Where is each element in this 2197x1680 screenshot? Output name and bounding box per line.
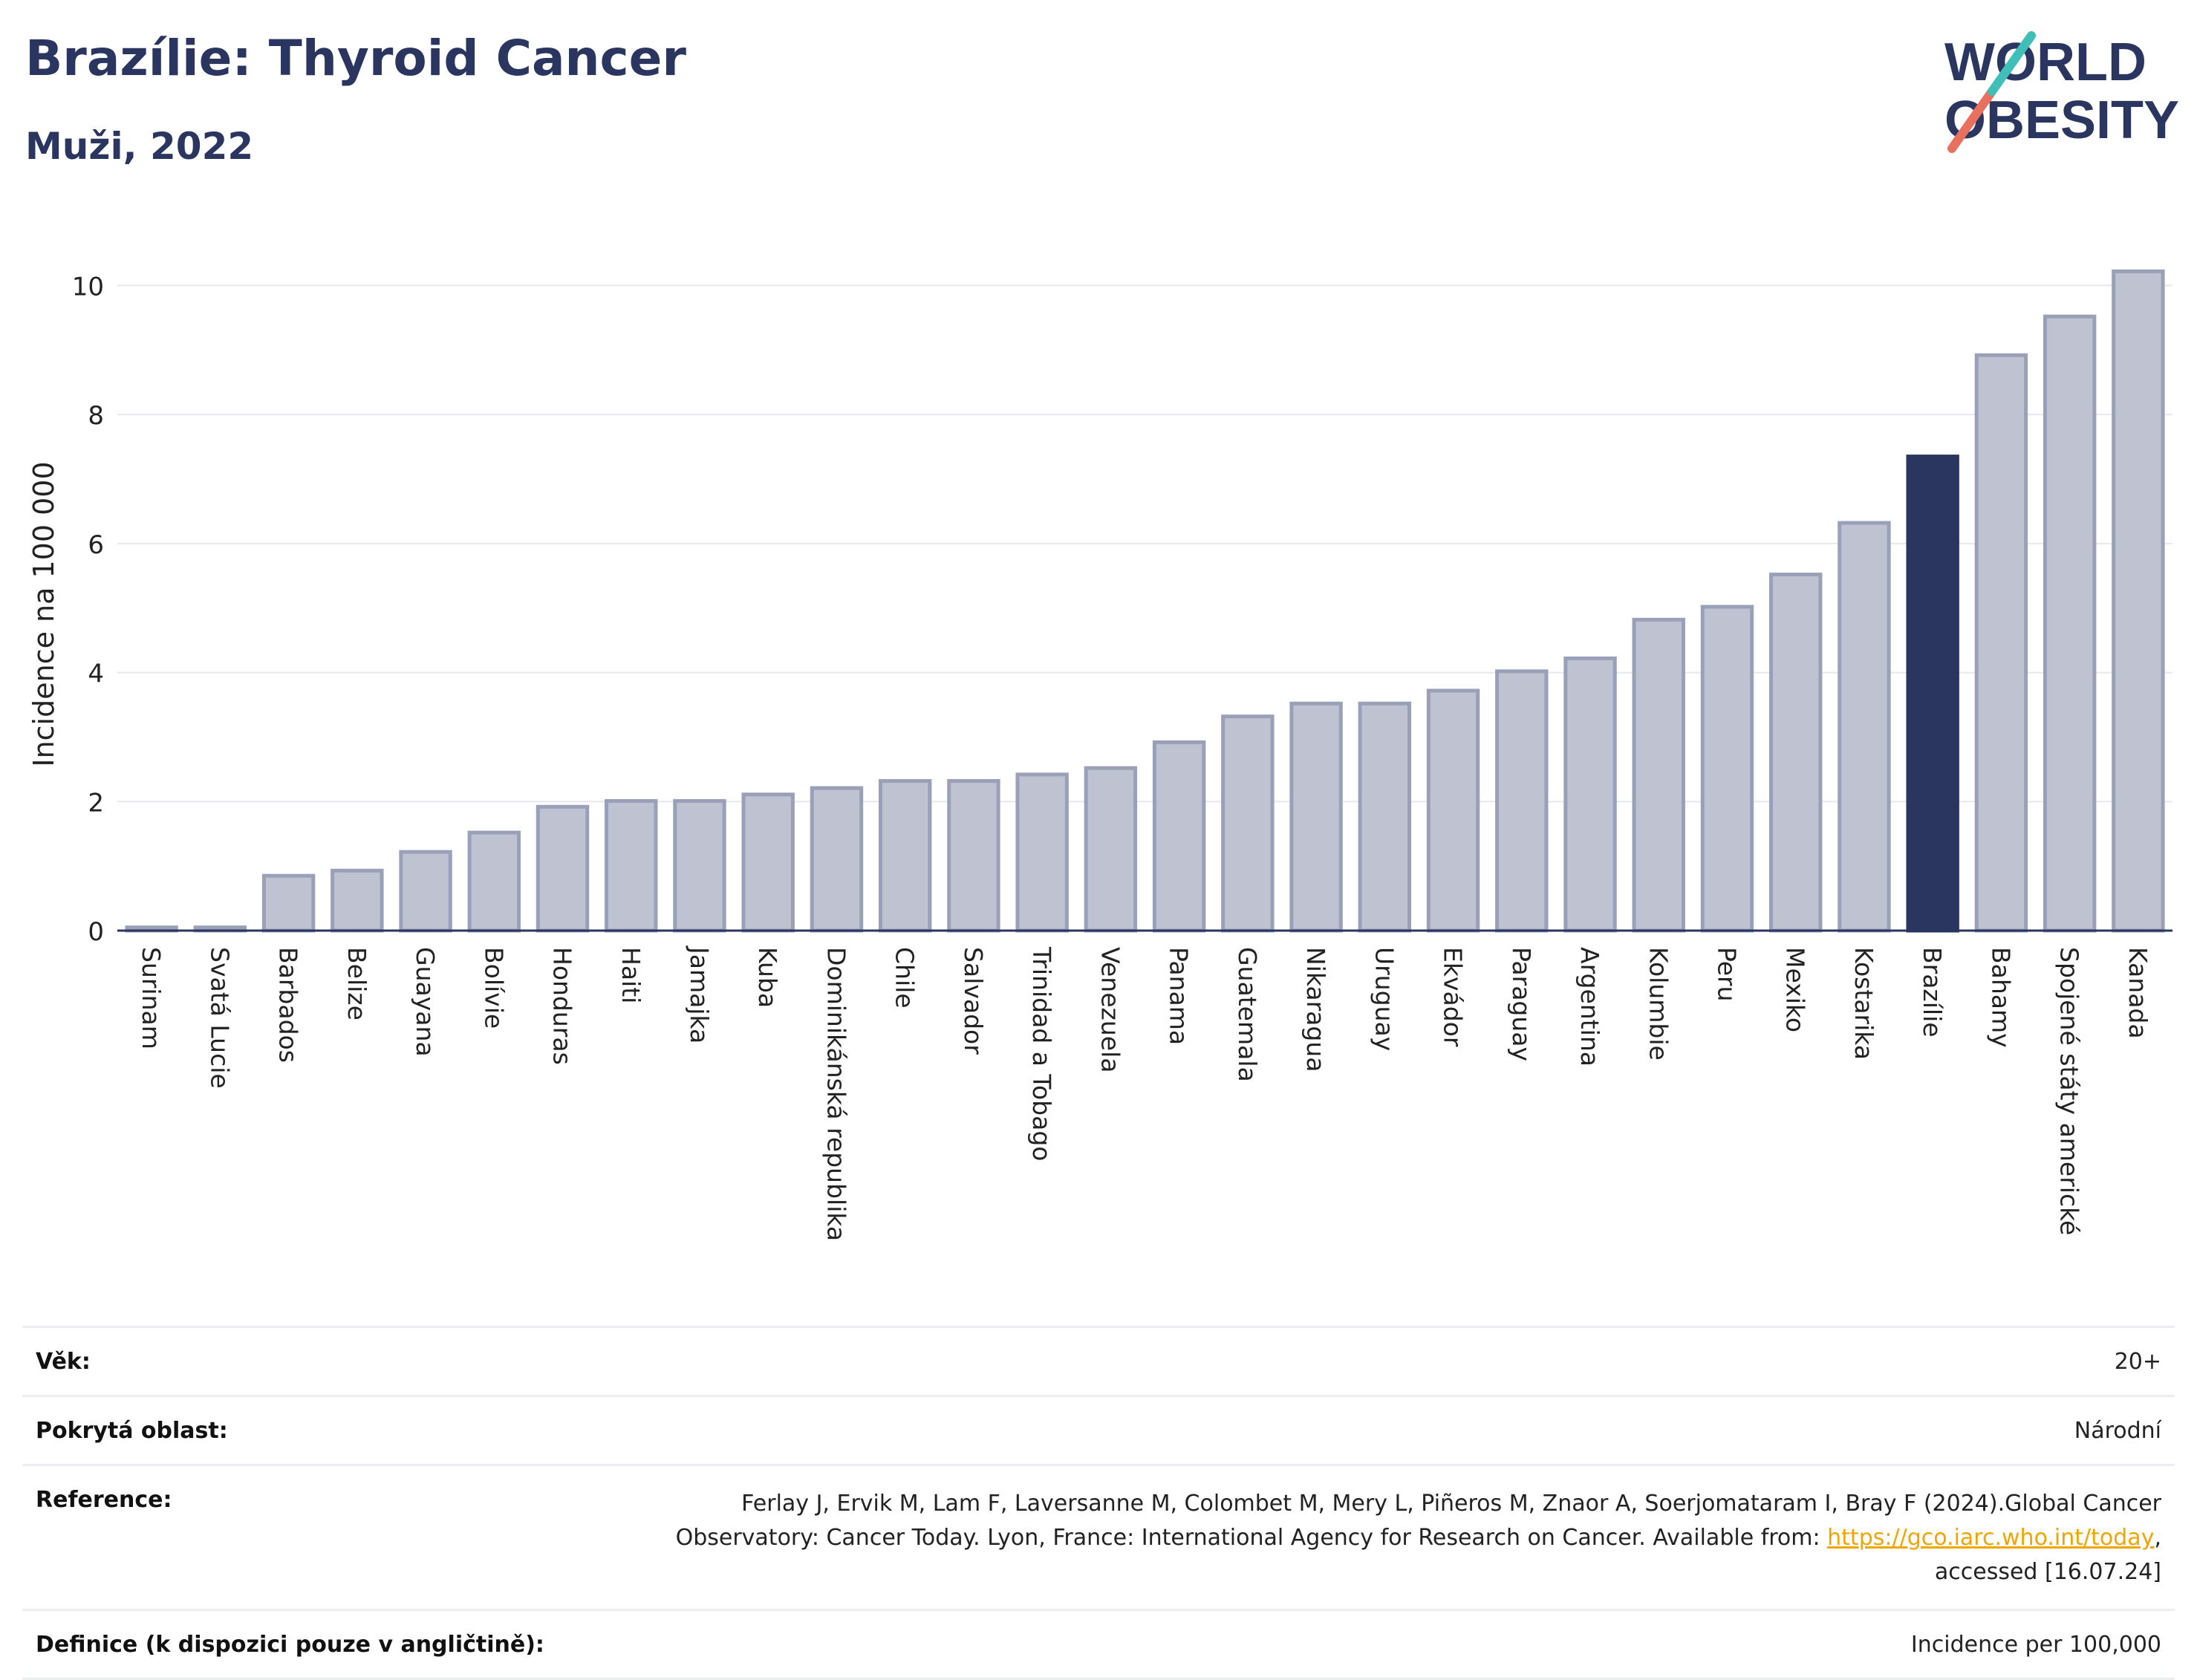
- world-obesity-logo: WORLD OBESITY: [1944, 31, 2179, 153]
- meta-definition-value: Incidence per 100,000: [1910, 1632, 2161, 1658]
- bar: [1906, 455, 1959, 933]
- svg-text:WORLD: WORLD: [1944, 33, 2146, 92]
- y-axis-title: Incidence na 100 000: [27, 461, 60, 766]
- bar: [1974, 353, 2028, 933]
- bar: [878, 778, 932, 933]
- x-axis-labels: Surinam Svatá Lucie Barbados Belize Guayana B…: [137, 945, 2152, 1241]
- x-tick-label: Guayana: [411, 947, 440, 1057]
- bar: [1495, 669, 1549, 933]
- bar: [1700, 605, 1754, 933]
- x-tick-label: Nikaragua: [1301, 947, 1330, 1072]
- y-tick-label: 6: [88, 530, 104, 560]
- meta-age-label: Věk:: [36, 1349, 91, 1375]
- x-tick-label: Dominikánská republika: [821, 947, 850, 1241]
- page-subtitle: Muži, 2022: [25, 125, 254, 168]
- page-title: Brazílie: Thyroid Cancer: [25, 30, 686, 87]
- y-axis-ticks: 0 2 4 6 8 10: [72, 272, 104, 947]
- y-tick-label: 0: [88, 917, 104, 947]
- bar: [673, 798, 726, 933]
- meta-reference-label: Reference:: [36, 1487, 172, 1513]
- bar: [810, 786, 864, 933]
- bar: [261, 873, 316, 933]
- x-tick-label: Kostarika: [1849, 947, 1878, 1060]
- meta-row-area: Pokrytá oblast: Národní: [22, 1395, 2175, 1464]
- bar: [1152, 740, 1206, 933]
- metadata-table: Věk: 20+ Pokrytá oblast: Národní Referen…: [22, 1326, 2175, 1680]
- bars: [125, 269, 2165, 933]
- meta-area-label: Pokrytá oblast:: [36, 1418, 228, 1444]
- x-tick-label: Venezuela: [1096, 947, 1124, 1072]
- x-tick-label: Spojené státy americké: [2055, 947, 2084, 1235]
- reference-link[interactable]: https://gco.iarc.who.int/today: [1827, 1525, 2155, 1551]
- bar: [331, 868, 384, 933]
- bar-chart: 0 2 4 6 8 10 Surinam Svatá Lucie Barbados Belize…: [27, 269, 2172, 1241]
- x-tick-label: Uruguay: [1370, 947, 1399, 1051]
- bar: [1084, 766, 1138, 933]
- bar: [1015, 772, 1069, 933]
- x-tick-label: Kuba: [753, 947, 782, 1008]
- x-tick-label: Paraguay: [1507, 947, 1536, 1061]
- x-tick-label: Mexiko: [1781, 947, 1810, 1032]
- reference-line-2-end: ,: [2154, 1525, 2161, 1551]
- x-tick-label: Jamajka: [685, 945, 714, 1044]
- x-tick-label: Kanada: [2123, 947, 2152, 1039]
- bar: [2043, 314, 2097, 933]
- bar: [1221, 714, 1275, 933]
- reference-line-3: accessed [16.07.24]: [1934, 1559, 2161, 1585]
- reference-line-2: Observatory: Cancer Today. Lyon, France:…: [675, 1525, 1828, 1551]
- y-tick-label: 10: [72, 272, 104, 302]
- x-tick-label: Haiti: [616, 947, 645, 1003]
- x-tick-label: Salvador: [959, 947, 988, 1055]
- bar: [536, 804, 590, 933]
- bar: [605, 798, 658, 933]
- meta-row-reference: Reference: Ferlay J, Ervik M, Lam F, Lav…: [22, 1464, 2175, 1609]
- bar: [467, 830, 521, 933]
- meta-row-age: Věk: 20+: [22, 1326, 2175, 1395]
- x-tick-label: Belize: [342, 947, 371, 1020]
- bar: [1769, 573, 1823, 933]
- bar: [2112, 269, 2165, 933]
- y-tick-label: 8: [88, 401, 104, 431]
- x-tick-label: Surinam: [137, 947, 166, 1049]
- bar: [1426, 688, 1480, 933]
- bar: [1632, 617, 1685, 933]
- x-tick-label: Chile: [891, 947, 920, 1009]
- bar: [1358, 701, 1412, 933]
- y-tick-label: 4: [88, 660, 104, 689]
- x-tick-label: Kolumbie: [1644, 947, 1673, 1061]
- x-tick-label: Argentina: [1575, 947, 1604, 1067]
- bar: [741, 792, 795, 933]
- x-tick-label: Barbados: [274, 947, 303, 1063]
- bar: [399, 850, 452, 933]
- x-tick-label: Brazílie: [1918, 947, 1947, 1038]
- meta-area-value: Národní: [2074, 1418, 2161, 1444]
- meta-row-definition: Definice (k dispozici pouze v angličtině…: [22, 1609, 2175, 1680]
- x-tick-label: Guatemala: [1233, 947, 1262, 1082]
- bar: [1289, 701, 1343, 933]
- x-tick-label: Peru: [1712, 947, 1741, 1002]
- x-tick-label: Trinidad a Tobago: [1027, 946, 1056, 1162]
- x-tick-label: Bolívie: [479, 947, 508, 1029]
- svg-text:OBESITY: OBESITY: [1944, 91, 2179, 150]
- meta-reference-value: Ferlay J, Ervik M, Lam F, Laversanne M, …: [676, 1487, 2161, 1589]
- bar: [1838, 521, 1891, 933]
- x-tick-label: Svatá Lucie: [205, 947, 234, 1089]
- meta-age-value: 20+: [2114, 1349, 2161, 1375]
- x-tick-label: Panama: [1165, 947, 1194, 1045]
- bar: [947, 778, 1000, 933]
- x-tick-label: Bahamy: [1986, 947, 2015, 1048]
- meta-definition-label: Definice (k dispozici pouze v angličtině…: [36, 1632, 544, 1658]
- y-tick-label: 2: [88, 788, 104, 818]
- x-tick-label: Honduras: [548, 947, 577, 1065]
- x-tick-label: Ekvádor: [1439, 947, 1468, 1047]
- bar: [1563, 656, 1617, 933]
- reference-line-1: Ferlay J, Ervik M, Lam F, Laversanne M, …: [741, 1491, 2161, 1517]
